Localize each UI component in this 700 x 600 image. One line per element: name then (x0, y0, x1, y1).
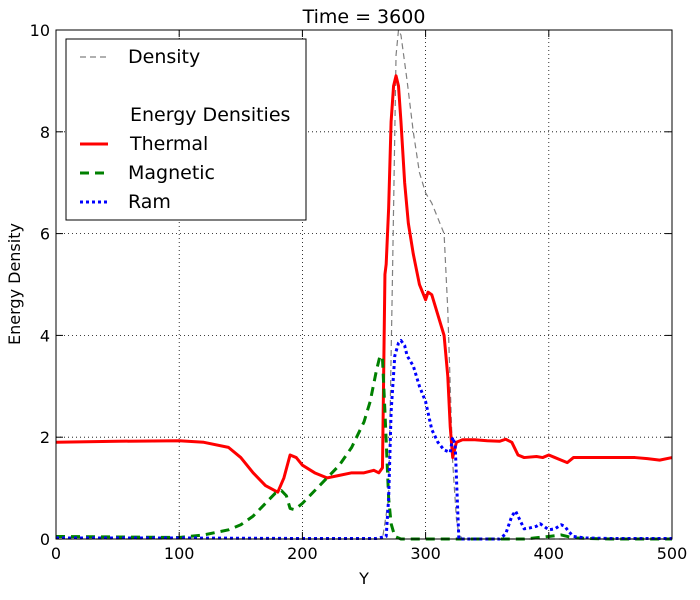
chart-title: Time = 3600 (302, 6, 426, 28)
legend-box (65, 38, 307, 221)
tick-label-layer: 0 100 200 300 400 500 0 2 4 6 8 10 (30, 21, 688, 563)
series-line-ram (56, 338, 672, 541)
x-tick-label: 200 (287, 544, 318, 563)
legend: Density Energy Densities Thermal Magneti… (65, 38, 307, 221)
plot-frame (55, 29, 673, 540)
legend-density-label: Density (128, 46, 200, 68)
y-tick-label: 10 (30, 21, 50, 40)
legend-section-title: Energy Densities (130, 104, 290, 126)
x-tick-label: 100 (164, 544, 195, 563)
x-axis-label: Y (358, 569, 369, 588)
x-tick-label: 300 (410, 544, 441, 563)
legend-ram-label: Ram (128, 191, 171, 213)
y-axis-label: Energy Density (5, 223, 24, 345)
x-tick-label: 500 (657, 544, 688, 563)
series-line-density (56, 29, 672, 540)
y-tick-label: 2 (40, 428, 50, 447)
legend-thermal-label: Thermal (129, 133, 208, 155)
y-tick-label: 6 (40, 225, 50, 244)
x-tick-label: 0 (51, 544, 61, 563)
x-tick-label: 400 (534, 544, 565, 563)
y-tick-label: 4 (40, 326, 50, 345)
legend-magnetic-label: Magnetic (128, 162, 215, 184)
y-tick-label: 8 (40, 123, 50, 142)
y-tick-label: 0 (40, 530, 50, 549)
series-line-thermal (55, 74, 673, 494)
tick-layer (55, 29, 673, 540)
